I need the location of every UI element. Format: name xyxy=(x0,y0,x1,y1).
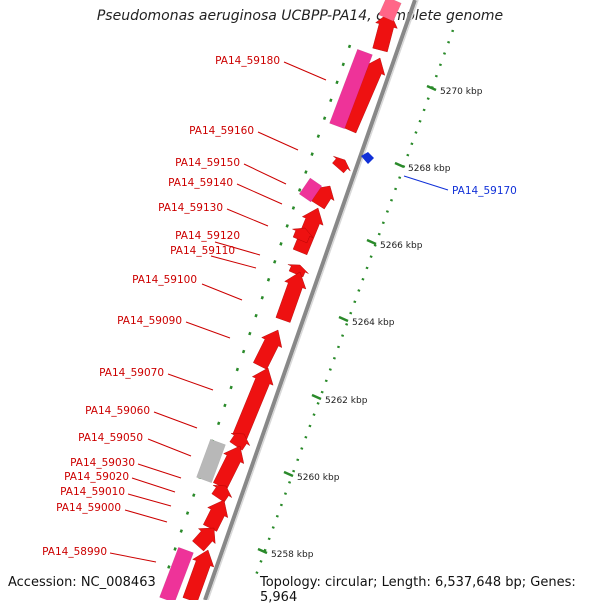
gene-leader-line xyxy=(210,255,257,269)
accession-label: Accession: NC_008463 xyxy=(8,575,156,590)
gene-arrow[interactable] xyxy=(192,527,216,552)
gene-arrow[interactable] xyxy=(332,156,351,174)
gene-label[interactable]: PA14_59030 xyxy=(70,457,135,469)
gene-label[interactable]: PA14_59120 xyxy=(175,230,240,242)
gene-leader-line xyxy=(243,163,287,185)
gene-leader-line xyxy=(236,183,283,205)
scale-tick-label: 5270 kbp xyxy=(440,87,483,97)
gene-leader-line xyxy=(257,131,299,151)
gene-label[interactable]: PA14_59020 xyxy=(64,471,129,483)
other-feature[interactable] xyxy=(196,438,226,484)
scale-tick-label: 5262 kbp xyxy=(325,396,368,406)
gene-label[interactable]: PA14_59130 xyxy=(158,202,223,214)
gene-label[interactable]: PA14_59000 xyxy=(56,502,121,514)
scale-tick xyxy=(311,393,322,401)
gene-label[interactable]: PA14_59060 xyxy=(85,405,150,417)
scale-tick-label: 5260 kbp xyxy=(297,473,340,483)
gene-leader-line xyxy=(167,373,214,391)
scale-tick-label: 5268 kbp xyxy=(408,164,451,174)
gene-arrow[interactable] xyxy=(275,271,307,323)
scale-tick xyxy=(366,238,377,246)
scale-tick-label: 5264 kbp xyxy=(352,318,395,328)
scale-tick xyxy=(338,315,349,323)
gene-leader-line xyxy=(137,463,182,479)
gene-label[interactable]: PA14_59010 xyxy=(60,486,125,498)
gene-leader-line xyxy=(147,438,192,457)
gene-label[interactable]: PA14_59090 xyxy=(117,315,182,327)
gene-label[interactable]: PA14_59180 xyxy=(215,55,280,67)
gene-label[interactable]: PA14_58990 xyxy=(42,546,107,558)
gene-leader-line xyxy=(214,241,261,256)
gene-label[interactable]: PA14_59140 xyxy=(168,177,233,189)
backbone-highlight xyxy=(207,0,419,600)
scale-tick-label: 5258 kbp xyxy=(271,550,314,560)
gene-leader-line xyxy=(226,208,269,227)
pseudogene-feature[interactable] xyxy=(159,546,194,600)
pseudogene-feature[interactable] xyxy=(378,0,402,22)
genome-backbone xyxy=(203,0,417,600)
genome-title: Pseudomonas aeruginosa UCBPP-PA14, compl… xyxy=(96,8,504,24)
scale-tick xyxy=(426,84,437,92)
gene-label[interactable]: PA14_59050 xyxy=(78,432,143,444)
gene-leader-line xyxy=(109,552,157,563)
gene-leader-line xyxy=(283,61,327,81)
scale-tick-label: 5266 kbp xyxy=(380,241,423,251)
scale-tick xyxy=(257,547,268,555)
gene-label[interactable]: PA14_59110 xyxy=(170,245,235,257)
gene-leader-line xyxy=(153,411,198,429)
gene-arrow[interactable] xyxy=(203,499,229,532)
genome-summary: Topology: circular; Length: 6,537,648 bp… xyxy=(260,575,576,605)
gene-arrow[interactable] xyxy=(211,485,233,503)
gene-leader-line xyxy=(127,493,172,507)
gene-arrow[interactable] xyxy=(292,227,314,244)
gene-leader-line xyxy=(124,509,168,523)
gene-arrow[interactable] xyxy=(253,329,283,370)
gene-label[interactable]: PA14_59070 xyxy=(99,367,164,379)
gene-label[interactable]: PA14_59170 xyxy=(452,185,517,197)
gene-label[interactable]: PA14_59160 xyxy=(189,125,254,137)
gene-arrow[interactable] xyxy=(292,207,324,256)
gene-leader-line xyxy=(131,477,176,493)
scale-track xyxy=(253,29,455,579)
gene-arrow[interactable] xyxy=(182,549,215,600)
gene-arrow[interactable] xyxy=(372,11,398,53)
pseudogene-feature[interactable] xyxy=(329,48,373,130)
gene-leader-line xyxy=(185,321,231,339)
scale-tick xyxy=(283,470,294,478)
pseudogene-feature[interactable] xyxy=(298,177,323,203)
highlighted-gene[interactable] xyxy=(361,152,374,164)
gene-arrow[interactable] xyxy=(229,433,251,451)
gene-leader-line xyxy=(403,175,449,191)
gene-arrow[interactable] xyxy=(287,264,309,278)
gene-leader-line xyxy=(201,283,243,301)
gene-label[interactable]: PA14_59100 xyxy=(132,274,197,286)
gene-label[interactable]: PA14_59150 xyxy=(175,157,240,169)
scale-tick xyxy=(394,161,405,169)
